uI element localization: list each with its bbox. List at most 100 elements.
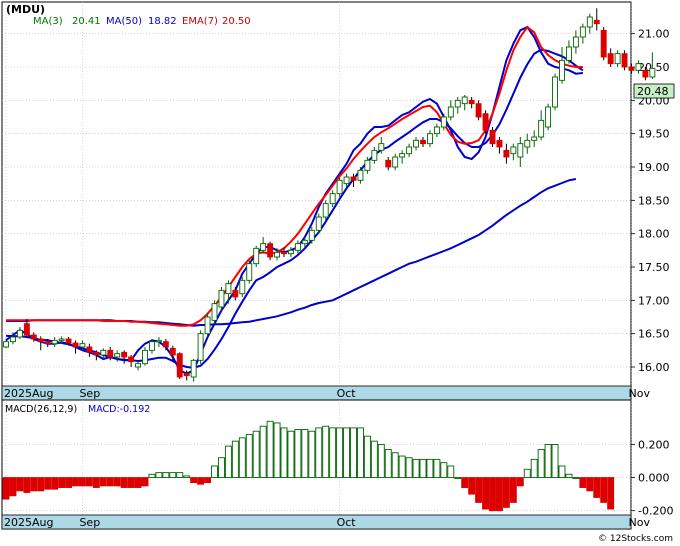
- candle-body-up: [51, 339, 58, 345]
- price-tick-label: 16.00: [638, 361, 670, 374]
- candle: [350, 173, 357, 187]
- macd-x-label: Nov: [629, 516, 651, 529]
- candle: [37, 336, 44, 351]
- candle: [155, 337, 162, 347]
- candle-body-down: [593, 19, 600, 25]
- candle-body-up: [440, 116, 447, 128]
- candle-body-down: [628, 66, 635, 71]
- last-price-badge: [633, 83, 675, 99]
- macd-bar-negative: [502, 477, 510, 508]
- macd-bar-negative: [593, 477, 601, 498]
- macd-bar-positive: [551, 444, 559, 479]
- candle: [183, 370, 190, 381]
- candle-body-up: [197, 333, 204, 361]
- macd-bar-negative: [72, 477, 79, 487]
- macd-bar-positive: [176, 472, 184, 479]
- candle: [336, 177, 343, 197]
- candle: [176, 352, 183, 379]
- macd-bar-negative: [579, 477, 587, 488]
- candle-body-up: [433, 126, 440, 135]
- candle-body-down: [44, 341, 51, 345]
- macd-bar-positive: [537, 448, 545, 479]
- candle-body-down: [37, 338, 44, 343]
- macd-x-label: Sep: [79, 516, 100, 529]
- macd-y-axis: -0.200 0.000 0.200: [631, 438, 673, 518]
- macd-bar-negative: [2, 477, 10, 500]
- candle: [72, 340, 79, 354]
- ticker-symbol: (MDU): [6, 3, 45, 16]
- candle-body-up: [413, 139, 419, 148]
- macd-label: MACD(26,12,9): [5, 404, 77, 415]
- candle: [489, 127, 496, 147]
- macd-bar-negative: [586, 477, 594, 492]
- macd-bar-positive: [238, 437, 246, 479]
- candle-body-up: [253, 247, 260, 265]
- candle-body-up: [552, 76, 558, 108]
- candle-body-down: [176, 353, 183, 378]
- macd-bar-negative: [509, 477, 517, 503]
- macd-x-label: Oct: [337, 516, 357, 529]
- macd-bar-positive: [523, 468, 531, 479]
- candle: [357, 167, 364, 184]
- candle: [281, 247, 287, 257]
- candle-body-up: [371, 149, 378, 161]
- ma3-label: MA(3): [33, 16, 63, 27]
- macd-bar-negative: [85, 477, 93, 487]
- candle: [148, 339, 155, 354]
- candle: [308, 227, 315, 244]
- candle: [572, 30, 579, 54]
- candle-body-up: [579, 26, 586, 38]
- macd-bar-negative: [134, 477, 142, 488]
- macd-bar-negative: [468, 477, 476, 495]
- candle: [635, 60, 642, 74]
- macd-bar-positive: [322, 425, 330, 479]
- price-x-label: Nov: [629, 387, 651, 400]
- price-tick-label: 18.50: [638, 194, 670, 207]
- macd-bar-positive: [329, 427, 337, 479]
- candle-body-up: [399, 153, 406, 158]
- macd-bar-negative: [475, 477, 483, 503]
- candle: [579, 23, 586, 44]
- candle-body-down: [65, 338, 72, 344]
- series-line-ma3: [5, 25, 583, 375]
- candle: [9, 332, 16, 345]
- candle: [524, 133, 531, 154]
- candle-body-down: [183, 373, 190, 377]
- candle-body-down: [503, 149, 510, 158]
- candle: [545, 103, 552, 131]
- macd-bar-positive: [370, 440, 378, 479]
- price-x-label: Sep: [79, 387, 100, 400]
- candle-body-up: [447, 106, 454, 118]
- price-x-label: Oct: [337, 387, 357, 400]
- candle-body-up: [294, 243, 301, 251]
- candle: [294, 240, 301, 254]
- candle: [100, 348, 107, 359]
- candle-body-up: [545, 106, 552, 128]
- price-x-axis-labels: 2025Aug Sep Oct Nov: [4, 387, 650, 400]
- macd-bar-positive: [357, 427, 364, 479]
- macd-bar-positive: [231, 440, 239, 479]
- candle: [315, 213, 322, 234]
- candle: [3, 340, 9, 349]
- macd-bar-negative: [51, 477, 59, 490]
- candle: [30, 332, 37, 342]
- macd-bar-positive: [405, 457, 413, 479]
- macd-bar-positive: [350, 427, 357, 479]
- candle-body-up: [100, 349, 107, 356]
- candle-body-up: [378, 143, 385, 151]
- candle: [260, 237, 267, 254]
- price-x-label: 2025Aug: [4, 387, 53, 400]
- candle: [420, 137, 426, 147]
- macd-bar-negative: [78, 477, 86, 487]
- candle-body-down: [468, 99, 475, 105]
- candle-body-up: [16, 329, 23, 338]
- macd-bar-negative: [30, 477, 38, 492]
- candle-body-down: [642, 69, 649, 78]
- candle: [135, 361, 142, 371]
- candle-body-down: [30, 334, 37, 340]
- candle-body-down: [169, 347, 176, 356]
- candle: [406, 143, 413, 157]
- macd-bar-positive: [363, 435, 371, 479]
- site-credit: © 12Stocks.com: [598, 534, 673, 544]
